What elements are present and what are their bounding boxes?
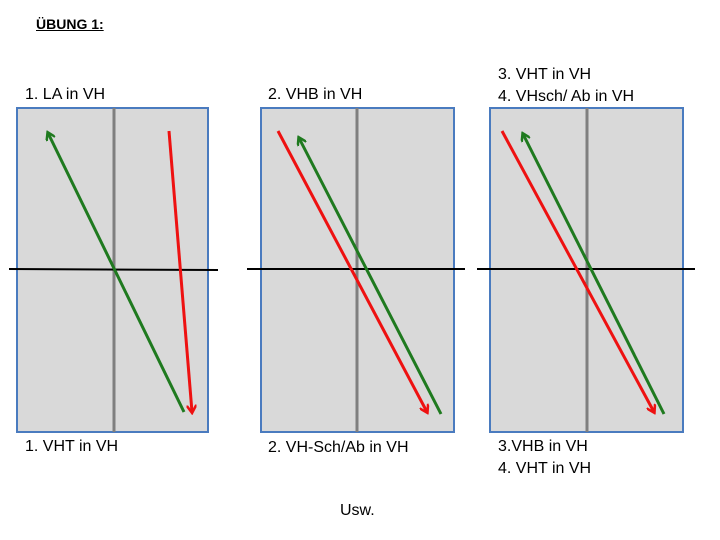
panel-3-green-arrow xyxy=(523,134,666,415)
panel-3-top-label-2: 4. VHsch/ Ab in VH xyxy=(498,88,635,105)
panel-3-top-label-1: 3. VHT in VH xyxy=(498,66,592,83)
panel-1-green-arrow xyxy=(48,133,186,413)
panel-1-bottom-label: 1. VHT in VH xyxy=(25,438,119,455)
panel-2-red-arrow xyxy=(276,130,427,412)
panel-1 xyxy=(8,107,219,433)
panel-2-bottom-label: 2. VH-Sch/Ab in VH xyxy=(268,439,409,456)
panel-2-green-arrow xyxy=(299,138,443,415)
panel-2 xyxy=(247,107,465,433)
exercise-title: ÜBUNG 1: xyxy=(36,16,104,32)
panel-3-bottom-label-2: 4. VHT in VH xyxy=(498,460,592,477)
panel-3-red-arrow xyxy=(500,130,654,412)
panel-2-top-label: 2. VHB in VH xyxy=(268,86,363,103)
panel-3 xyxy=(477,107,695,433)
panel-1-top-label: 1. LA in VH xyxy=(25,86,106,103)
footer-text: Usw. xyxy=(340,502,375,519)
panel-3-bottom-label-1: 3.VHB in VH xyxy=(498,438,588,455)
panel-1-red-arrow xyxy=(167,130,192,412)
